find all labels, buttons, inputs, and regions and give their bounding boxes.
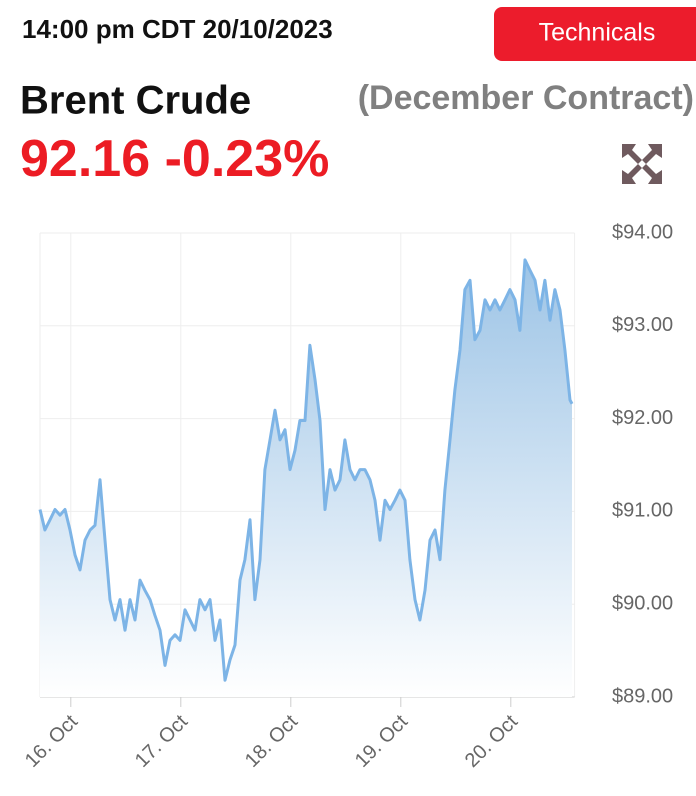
y-tick-label: $89.00 [612, 685, 673, 707]
y-tick-label: $91.00 [612, 500, 673, 522]
y-tick-label: $94.00 [612, 221, 673, 243]
instrument-title: Brent Crude [20, 79, 251, 123]
contract-subtitle: (December Contract) [358, 79, 694, 117]
change: -0.23% [165, 130, 330, 188]
button-label[interactable]: Technicals [539, 19, 656, 47]
expand-icon[interactable] [622, 144, 662, 184]
y-tick-label: $90.00 [612, 592, 673, 614]
price-line: 92.16 -0.23% [20, 130, 329, 188]
x-tick-label: 19. Oct [351, 710, 412, 771]
x-tick-label: 20. Oct [461, 710, 522, 771]
price-line [38, 258, 574, 682]
technicals-button[interactable] [494, 7, 696, 61]
area-fill [40, 259, 572, 697]
plot-area: $89.00 $90.00 $91.00 $92.00 $93.00 $94.00 16. … [21, 221, 673, 772]
x-tick-label: 16. Oct [21, 710, 82, 771]
x-tick-label: 17. Oct [131, 710, 192, 771]
y-tick-label: $93.00 [612, 314, 673, 336]
x-tick-label: 18. Oct [241, 710, 302, 771]
timestamp: 14:00 pm CDT 20/10/2023 [22, 14, 333, 44]
price: 92.16 [20, 130, 150, 188]
y-tick-label: $92.00 [612, 407, 673, 429]
